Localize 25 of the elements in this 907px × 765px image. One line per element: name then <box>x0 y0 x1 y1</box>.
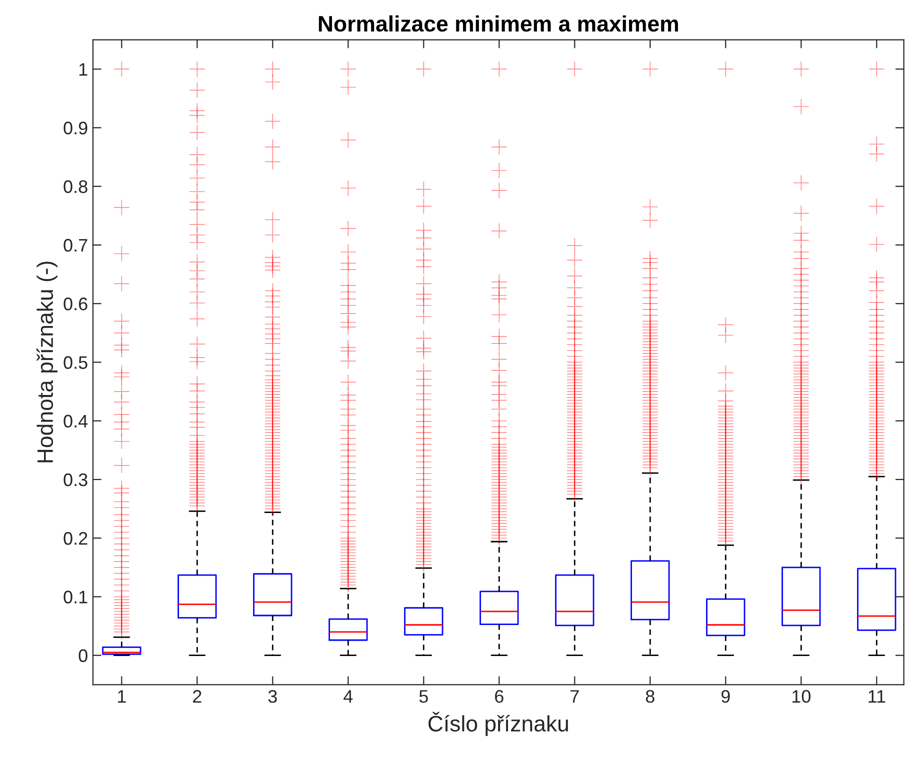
x-tick-label: 5 <box>419 690 428 703</box>
x-tick-label: 11 <box>868 690 886 703</box>
x-tick-label: 6 <box>495 690 504 703</box>
x-tick-label: 1 <box>118 690 126 703</box>
x-tick-label: 8 <box>646 690 654 703</box>
y-tick-label: 0 <box>78 649 88 662</box>
y-tick-label: 0.4 <box>64 414 88 428</box>
y-tick-label: 0.6 <box>64 298 88 310</box>
chart-title: Normalizace minimem a maximem <box>318 15 678 32</box>
x-tick-label: 2 <box>193 690 202 703</box>
y-tick-label: 0.2 <box>64 532 88 545</box>
y-tick-label: 0.3 <box>64 473 88 486</box>
x-tick-label: 10 <box>792 690 810 703</box>
x-tick-label: 7 <box>570 690 579 703</box>
x-tick-label: 3 <box>268 690 277 703</box>
x-tick-label: 4 <box>344 690 353 703</box>
x-tick-label: 9 <box>721 690 730 703</box>
x-axis-title: Číslo příznaku <box>428 712 568 736</box>
y-axis-title: Hodnota příznaku (-) <box>36 262 58 462</box>
y-tick-label: 0.8 <box>64 180 88 194</box>
y-tick-label: 0.7 <box>64 238 88 252</box>
y-tick-label: 0.1 <box>64 590 88 604</box>
y-tick-label: 0.9 <box>64 122 88 134</box>
y-tick-label: 0.5 <box>64 356 88 369</box>
y-tick-label: 1 <box>79 63 88 76</box>
